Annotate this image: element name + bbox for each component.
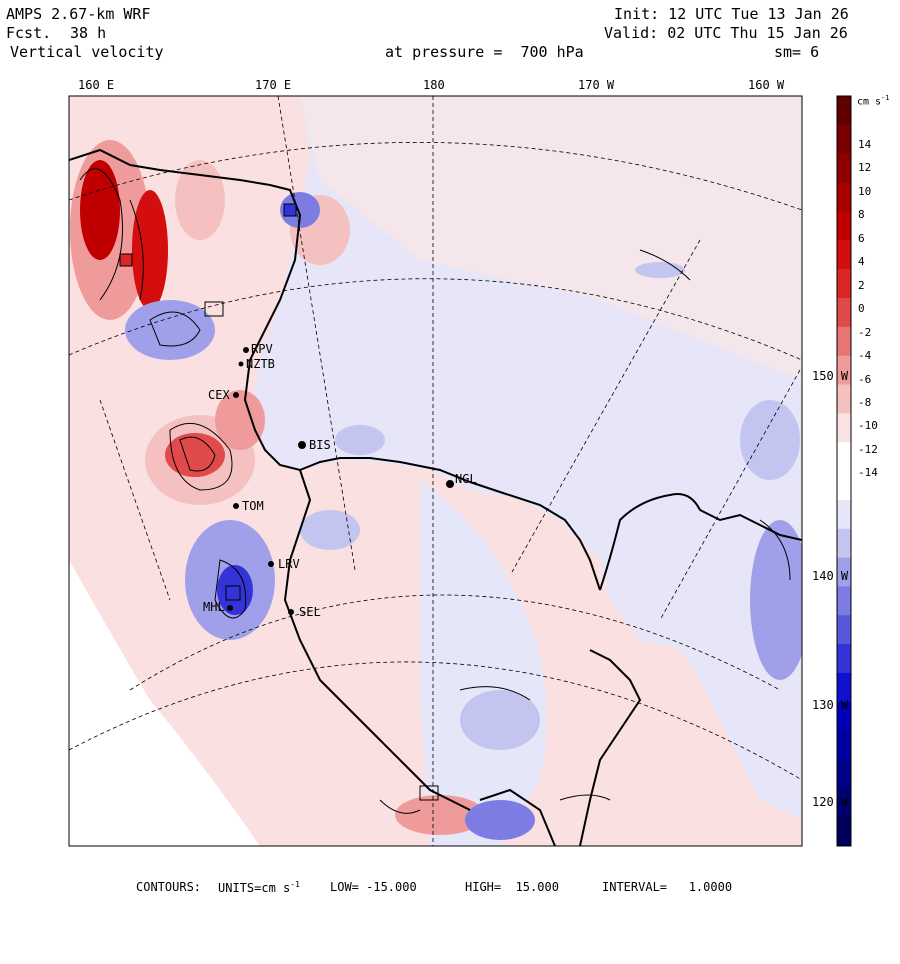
colorbar-swatch xyxy=(837,240,851,270)
right-tick-140w: 140 W xyxy=(812,569,849,583)
colorbar-swatch xyxy=(837,269,851,299)
station-dot-sel xyxy=(288,609,294,615)
colorbar-swatch xyxy=(837,557,851,587)
footer-contours: CONTOURS: xyxy=(136,880,202,894)
station-label-sel: SEL xyxy=(299,605,321,619)
station-dot-cex xyxy=(233,392,239,398)
contour-lines xyxy=(79,168,791,814)
station-dot-ngl xyxy=(446,480,454,488)
land-pink-field xyxy=(69,96,802,846)
forecast-label: Fcst. xyxy=(6,24,52,42)
colorbar-label: 12 xyxy=(858,161,872,175)
station-label-mhl: MHL xyxy=(203,600,225,614)
forecast-map xyxy=(68,95,852,847)
colorbar-swatch xyxy=(837,644,851,674)
station-label-ngl: NGL xyxy=(455,472,477,486)
colorbar-swatch xyxy=(837,788,851,818)
colorbar-swatch xyxy=(837,471,851,501)
blue-shelf-patch xyxy=(420,480,547,846)
colorbar xyxy=(837,96,851,847)
colorbar-swatch xyxy=(837,701,851,732)
field-name: Vertical velocity xyxy=(10,43,164,61)
station-dot-nztb xyxy=(238,361,244,367)
station-label-cex: CEX xyxy=(208,388,230,402)
station-label-lrv: LRV xyxy=(278,557,300,571)
colorbar-swatch xyxy=(837,615,851,645)
top-tick-160e: 160 E xyxy=(78,78,115,92)
init-time: Init: 12 UTC Tue 13 Jan 26 xyxy=(614,5,849,23)
white-region xyxy=(69,560,260,846)
colorbar-swatch xyxy=(837,124,851,155)
upper-pink-field xyxy=(300,96,802,380)
colorbar-label: -2 xyxy=(858,325,872,339)
colorbar-swatch xyxy=(837,355,851,385)
colorbar-label: -6 xyxy=(858,372,872,386)
colorbar-swatch xyxy=(837,182,851,212)
colorbar-swatch xyxy=(837,528,851,559)
station-label-rpv: RPV xyxy=(251,342,273,356)
colorbar-swatch xyxy=(837,413,851,443)
colorbar-label: -4 xyxy=(858,349,872,362)
colorbar-units: cm s-1 xyxy=(857,94,890,108)
footer-high: HIGH= 15.000 xyxy=(465,880,559,894)
colorbar-label: 6 xyxy=(858,231,865,245)
top-tick-170e: 170 E xyxy=(255,78,292,92)
colorbar-swatch xyxy=(837,586,851,616)
pressure-level: at pressure = 700 hPa xyxy=(385,43,584,61)
station-dot-lrv xyxy=(268,561,274,567)
forecast-hours: 38 h xyxy=(70,24,107,42)
colorbar-label: -12 xyxy=(858,442,878,456)
colorbar-swatch xyxy=(837,817,851,847)
footer-units: UNITS=cm s-1 xyxy=(218,880,300,895)
valid-time: Valid: 02 UTC Thu 15 Jan 26 xyxy=(604,24,848,42)
station-dot-mhl xyxy=(227,605,233,611)
mountain-positive xyxy=(70,140,485,835)
right-tick-130w: 130 W xyxy=(812,698,849,712)
colorbar-swatch xyxy=(837,442,851,472)
top-tick-180: 180 xyxy=(423,78,445,92)
colorbar-label: 4 xyxy=(858,255,865,269)
footer: CONTOURS: UNITS=cm s-1 LOW= -15.000 HIGH… xyxy=(0,880,900,964)
footer-low: LOW= -15.000 xyxy=(330,880,417,894)
colorbar-label: 2 xyxy=(858,278,865,292)
station-label-tom: TOM xyxy=(242,499,264,513)
colorbar-swatch xyxy=(837,499,851,530)
colorbar-label: 14 xyxy=(858,138,872,151)
colorbar-swatch xyxy=(837,672,851,703)
graticule xyxy=(69,96,802,846)
top-tick-160w: 160 W xyxy=(748,78,785,92)
station-dot-bis xyxy=(298,441,306,449)
colorbar-label: 10 xyxy=(858,184,872,198)
colorbar-label: -14 xyxy=(858,466,878,480)
right-tick-120w: 120 W xyxy=(812,795,849,809)
station-label-bis: BIS xyxy=(309,438,331,452)
square-markers xyxy=(119,203,439,801)
colorbar-swatch xyxy=(837,730,851,760)
map-frame xyxy=(68,95,803,847)
colorbar-swatch xyxy=(837,759,851,789)
colorbar-swatch xyxy=(837,297,851,328)
colorbar-label: 0 xyxy=(858,302,865,316)
colorbar-frame xyxy=(836,95,852,847)
colorbar-swatch xyxy=(837,211,851,241)
colorbar-label: -10 xyxy=(858,419,878,433)
colorbar-label: 8 xyxy=(858,208,865,222)
mountain-negative xyxy=(125,192,802,840)
station-label-nztb: NZTB xyxy=(246,357,275,371)
right-tick-150w: 150 W xyxy=(812,369,849,383)
colorbar-swatch xyxy=(837,326,851,357)
top-tick-170w: 170 W xyxy=(578,78,615,92)
colorbar-swatch xyxy=(837,153,851,184)
footer-interval: INTERVAL= 1.0000 xyxy=(602,880,733,894)
coastline xyxy=(69,148,802,846)
station-markers xyxy=(227,347,454,615)
colorbar-swatch xyxy=(837,96,851,126)
smoothing: sm= 6 xyxy=(774,43,820,61)
model-title: AMPS 2.67-km WRF xyxy=(6,5,151,23)
colorbar-swatch xyxy=(837,384,851,414)
colorbar-label: -8 xyxy=(858,395,872,409)
map-area xyxy=(69,96,802,846)
station-dot-rpv xyxy=(243,347,249,353)
station-dot-tom xyxy=(233,503,239,509)
